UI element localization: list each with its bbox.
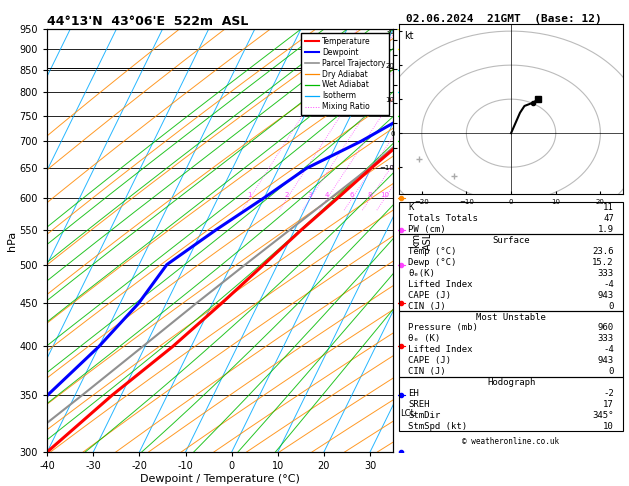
Text: 333: 333	[598, 334, 614, 344]
Text: θₑ (K): θₑ (K)	[408, 334, 440, 344]
Text: 943: 943	[598, 291, 614, 300]
Text: kt: kt	[404, 31, 413, 41]
Text: 11: 11	[603, 203, 614, 212]
Text: Lifted Index: Lifted Index	[408, 346, 473, 354]
Text: 8: 8	[368, 192, 372, 198]
Text: Temp (°C): Temp (°C)	[408, 247, 457, 256]
Text: -4: -4	[603, 346, 614, 354]
Text: CIN (J): CIN (J)	[408, 367, 446, 376]
Text: -2: -2	[603, 389, 614, 398]
Text: K: K	[408, 203, 414, 212]
Legend: Temperature, Dewpoint, Parcel Trajectory, Dry Adiabat, Wet Adiabat, Isotherm, Mi: Temperature, Dewpoint, Parcel Trajectory…	[301, 33, 389, 115]
Bar	[399, 311, 623, 377]
Text: CIN (J): CIN (J)	[408, 302, 446, 311]
Text: -4: -4	[603, 280, 614, 289]
Text: Dewp (°C): Dewp (°C)	[408, 258, 457, 267]
Text: Lifted Index: Lifted Index	[408, 280, 473, 289]
Text: 1.9: 1.9	[598, 225, 614, 234]
Text: 0: 0	[608, 367, 614, 376]
Text: 02.06.2024  21GMT  (Base: 12): 02.06.2024 21GMT (Base: 12)	[406, 14, 601, 24]
Text: CAPE (J): CAPE (J)	[408, 356, 452, 365]
Text: 345°: 345°	[593, 411, 614, 420]
Text: 960: 960	[598, 324, 614, 332]
Text: 15.2: 15.2	[593, 258, 614, 267]
Y-axis label: hPa: hPa	[7, 230, 17, 251]
Text: 3: 3	[308, 192, 313, 198]
Text: 943: 943	[598, 356, 614, 365]
Text: 10: 10	[380, 192, 389, 198]
Text: StmSpd (kt): StmSpd (kt)	[408, 422, 467, 431]
Text: 0: 0	[608, 302, 614, 311]
Text: PW (cm): PW (cm)	[408, 225, 446, 234]
Text: 333: 333	[598, 269, 614, 278]
Text: 23.6: 23.6	[593, 247, 614, 256]
Text: Hodograph: Hodograph	[487, 378, 535, 387]
Text: LCL: LCL	[400, 409, 415, 418]
Text: 44°13'N  43°06'E  522m  ASL: 44°13'N 43°06'E 522m ASL	[47, 15, 248, 28]
Bar	[399, 202, 623, 235]
Text: SREH: SREH	[408, 400, 430, 409]
Text: 10: 10	[603, 422, 614, 431]
X-axis label: Dewpoint / Temperature (°C): Dewpoint / Temperature (°C)	[140, 474, 300, 484]
Text: © weatheronline.co.uk: © weatheronline.co.uk	[462, 437, 560, 446]
Text: 6: 6	[350, 192, 354, 198]
Text: Totals Totals: Totals Totals	[408, 214, 478, 223]
Text: θₑ(K): θₑ(K)	[408, 269, 435, 278]
Text: 2: 2	[285, 192, 289, 198]
Text: CAPE (J): CAPE (J)	[408, 291, 452, 300]
Text: EH: EH	[408, 389, 419, 398]
Text: Surface: Surface	[493, 236, 530, 245]
Text: 4: 4	[325, 192, 330, 198]
Text: StmDir: StmDir	[408, 411, 440, 420]
Y-axis label: km
ASL: km ASL	[411, 231, 433, 250]
Text: 47: 47	[603, 214, 614, 223]
Bar	[399, 235, 623, 311]
Text: Most Unstable: Most Unstable	[476, 312, 546, 322]
Text: Pressure (mb): Pressure (mb)	[408, 324, 478, 332]
Text: 17: 17	[603, 400, 614, 409]
Text: 1: 1	[247, 192, 252, 198]
Bar	[399, 377, 623, 432]
